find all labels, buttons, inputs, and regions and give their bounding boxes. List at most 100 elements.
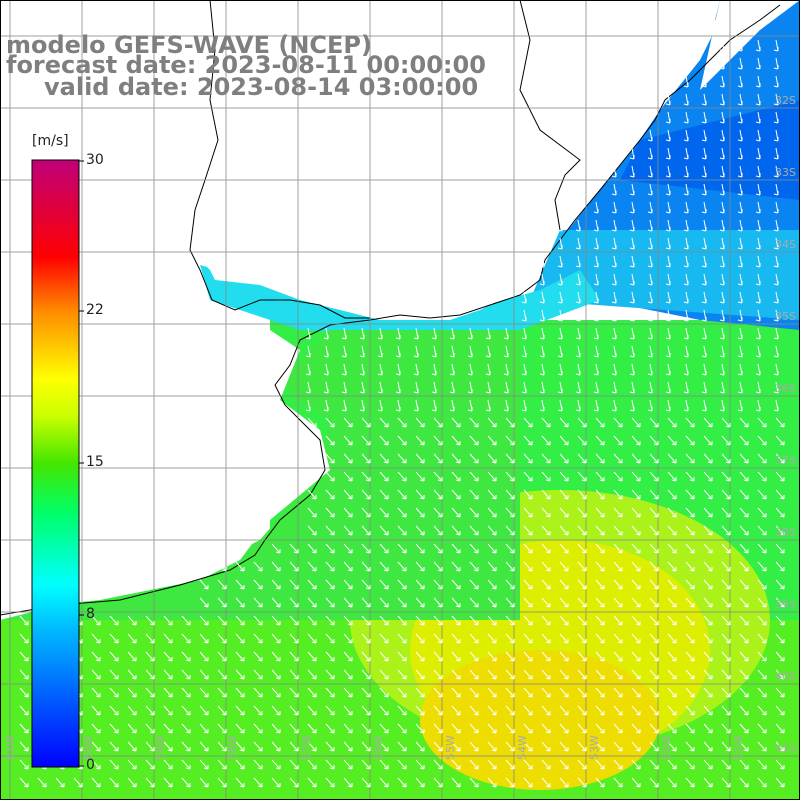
wind-arrow bbox=[557, 273, 563, 286]
wind-arrow bbox=[379, 579, 389, 590]
wind-arrow bbox=[343, 507, 353, 518]
wind-arrow bbox=[649, 579, 659, 590]
wind-arrow bbox=[557, 255, 563, 268]
wind-arrow bbox=[629, 399, 635, 412]
colorbar-tick-label: 30 bbox=[86, 152, 104, 168]
wind-arrow bbox=[307, 759, 317, 770]
wind-arrow bbox=[755, 309, 761, 322]
wind-arrow bbox=[593, 327, 599, 340]
wind-arrow bbox=[377, 381, 383, 394]
wind-arrow bbox=[503, 327, 509, 340]
wind-arrow bbox=[557, 237, 563, 250]
wind-arrow bbox=[235, 687, 245, 698]
wind-arrow bbox=[271, 597, 281, 608]
wind-arrow bbox=[505, 723, 515, 734]
wind-arrow bbox=[523, 489, 533, 500]
wind-arrow bbox=[523, 723, 533, 734]
wind-arrow bbox=[253, 687, 263, 698]
wind-arrow bbox=[127, 741, 137, 752]
wind-arrow bbox=[739, 777, 749, 788]
wind-arrow bbox=[539, 255, 545, 268]
wind-arrow bbox=[109, 651, 119, 662]
wind-arrow bbox=[325, 633, 335, 644]
wind-arrow bbox=[541, 741, 551, 752]
wind-arrow bbox=[145, 687, 155, 698]
wind-arrow bbox=[379, 489, 389, 500]
wind-arrow bbox=[577, 669, 587, 680]
wind-arrow bbox=[541, 651, 551, 662]
wind-arrow bbox=[343, 543, 353, 554]
wind-arrow bbox=[719, 327, 725, 340]
wind-arrow bbox=[469, 543, 479, 554]
wind-arrow bbox=[559, 741, 569, 752]
wind-arrow bbox=[559, 561, 569, 572]
wind-arrow bbox=[217, 723, 227, 734]
wind-arrow bbox=[773, 93, 779, 106]
wind-arrow bbox=[415, 579, 425, 590]
wind-arrow bbox=[235, 777, 245, 788]
wind-arrow bbox=[521, 255, 527, 268]
wind-arrow bbox=[485, 381, 491, 394]
wind-arrow bbox=[109, 633, 119, 644]
wind-arrow bbox=[719, 201, 725, 214]
wind-arrow bbox=[757, 489, 767, 500]
wind-arrow bbox=[595, 525, 605, 536]
wind-arrow bbox=[629, 291, 635, 304]
wind-arrow bbox=[469, 651, 479, 662]
wind-arrow bbox=[359, 345, 365, 358]
wind-arrow bbox=[611, 165, 617, 178]
wind-arrow bbox=[469, 489, 479, 500]
wind-arrow bbox=[755, 111, 761, 124]
wind-arrow bbox=[109, 687, 119, 698]
wind-arrow bbox=[415, 417, 425, 428]
wind-arrow bbox=[683, 291, 689, 304]
wind-arrow bbox=[593, 309, 599, 322]
wind-arrow bbox=[91, 759, 101, 770]
wind-arrow bbox=[341, 345, 347, 358]
wind-arrow bbox=[667, 525, 677, 536]
wind-arrow bbox=[611, 345, 617, 358]
wind-arrow bbox=[739, 651, 749, 662]
wind-arrow bbox=[487, 417, 497, 428]
wind-arrow bbox=[665, 129, 671, 142]
wind-arrow bbox=[611, 147, 617, 160]
wind-arrow bbox=[253, 777, 263, 788]
wind-arrow bbox=[755, 57, 761, 70]
wind-arrow bbox=[413, 363, 419, 376]
wind-arrow bbox=[523, 525, 533, 536]
wind-arrow bbox=[431, 399, 437, 412]
wind-arrow bbox=[683, 219, 689, 232]
wind-arrow bbox=[577, 705, 587, 716]
wind-arrow bbox=[343, 453, 353, 464]
wind-arrow bbox=[19, 687, 29, 698]
wind-arrow bbox=[271, 759, 281, 770]
wind-arrow bbox=[307, 597, 317, 608]
wind-arrow bbox=[577, 453, 587, 464]
wind-arrow bbox=[289, 777, 299, 788]
wind-arrow bbox=[685, 669, 695, 680]
wind-arrow bbox=[631, 777, 641, 788]
wind-arrow bbox=[505, 489, 515, 500]
wind-arrow bbox=[539, 273, 545, 286]
wind-arrow bbox=[467, 363, 473, 376]
wind-arrow bbox=[541, 435, 551, 446]
wind-arrow bbox=[703, 687, 713, 698]
wind-arrow bbox=[19, 705, 29, 716]
wind-arrow bbox=[737, 255, 743, 268]
wind-arrow bbox=[379, 525, 389, 536]
lat-label: 33S bbox=[775, 166, 796, 179]
map-title-valid-date: valid date: 2023-08-14 03:00:00 bbox=[44, 73, 479, 101]
wind-arrow bbox=[649, 489, 659, 500]
wind-arrow bbox=[307, 417, 317, 428]
wind-arrow bbox=[521, 399, 527, 412]
wind-arrow bbox=[163, 705, 173, 716]
wind-arrow bbox=[649, 615, 659, 626]
wind-arrow bbox=[271, 669, 281, 680]
wind-arrow bbox=[701, 345, 707, 358]
wind-arrow bbox=[415, 561, 425, 572]
wind-arrow bbox=[433, 615, 443, 626]
wind-arrow bbox=[235, 723, 245, 734]
wind-arrow bbox=[611, 399, 617, 412]
wind-arrow bbox=[629, 345, 635, 358]
wind-arrow bbox=[325, 687, 335, 698]
